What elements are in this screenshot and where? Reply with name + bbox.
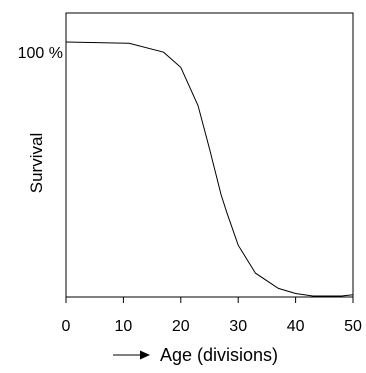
y-tick-label: 100 % (18, 45, 63, 62)
series-line-survival (65, 41, 354, 297)
y-axis-ticks: 100 % (18, 45, 63, 62)
arrow-icon (140, 350, 150, 360)
x-tick-label: 0 (62, 318, 71, 335)
x-axis-ticks: 0 10 20 30 40 50 (62, 297, 362, 335)
x-axis-label: Age (divisions) (160, 345, 278, 365)
plot-frame (65, 12, 354, 298)
x-tick-label: 40 (287, 318, 305, 335)
x-tick-label: 30 (229, 318, 247, 335)
x-tick-label: 20 (172, 318, 190, 335)
x-tick-label: 50 (344, 318, 362, 335)
x-axis-label-group: Age (divisions) (113, 345, 278, 365)
x-tick-label: 10 (115, 318, 133, 335)
y-axis-label: Survival (27, 133, 46, 193)
